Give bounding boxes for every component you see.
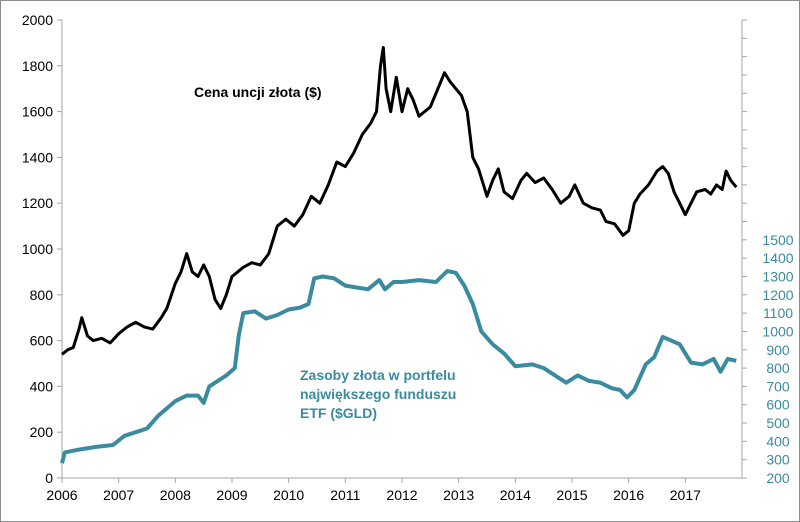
- right-tick-label: 1100: [763, 305, 793, 321]
- x-tick-label: 2010: [273, 487, 304, 503]
- right-tick-label: 500: [766, 415, 790, 431]
- etf-label-line-1: Zasoby złota w portfelu: [300, 367, 456, 383]
- x-tick-label: 2012: [386, 487, 417, 503]
- x-tick-label: 2011: [330, 487, 360, 503]
- right-tick-label: 1000: [762, 323, 793, 339]
- x-tick-label: 2008: [160, 487, 191, 503]
- right-tick-label: 1300: [762, 268, 793, 284]
- right-tick-label: 300: [766, 452, 790, 468]
- x-tick-label: 2016: [613, 487, 644, 503]
- right-tick-label: 800: [766, 360, 790, 376]
- x-tick-label: 2009: [216, 487, 247, 503]
- right-tick-label: 1400: [762, 250, 793, 266]
- gold-price-label: Cena uncji złota ($): [194, 84, 322, 100]
- right-tick-label: 1500: [762, 232, 793, 248]
- right-tick-label: 200: [766, 470, 790, 486]
- x-tick-label: 2006: [46, 487, 77, 503]
- x-tick-label: 2015: [556, 487, 587, 503]
- x-tick-label: 2014: [500, 487, 531, 503]
- right-tick-label: 700: [766, 378, 790, 394]
- etf-label-line-2: największego funduszu: [300, 386, 456, 402]
- right-tick-label: 600: [766, 397, 790, 413]
- left-tick-label: 1800: [22, 58, 53, 74]
- left-tick-label: 2000: [22, 12, 53, 28]
- gold-price-line: [61, 46, 738, 356]
- left-tick-label: 200: [30, 424, 54, 440]
- x-tick-label: 2013: [443, 487, 474, 503]
- right-tick-label: 900: [766, 342, 790, 358]
- left-tick-label: 1000: [22, 241, 53, 257]
- left-tick-label: 0: [45, 470, 53, 486]
- left-tick-label: 400: [30, 378, 54, 394]
- right-tick-label: 400: [766, 433, 790, 449]
- x-tick-label: 2017: [670, 487, 701, 503]
- right-tick-label: 1200: [762, 287, 793, 303]
- left-tick-label: 1200: [22, 195, 53, 211]
- left-tick-label: 600: [30, 333, 54, 349]
- etf-label-line-3: ETF ($GLD): [300, 405, 377, 421]
- etf-holdings-line: [60, 269, 737, 464]
- left-tick-label: 1600: [22, 104, 53, 120]
- left-tick-label: 1400: [22, 149, 53, 165]
- left-tick-label: 800: [30, 287, 54, 303]
- x-tick-label: 2007: [103, 487, 134, 503]
